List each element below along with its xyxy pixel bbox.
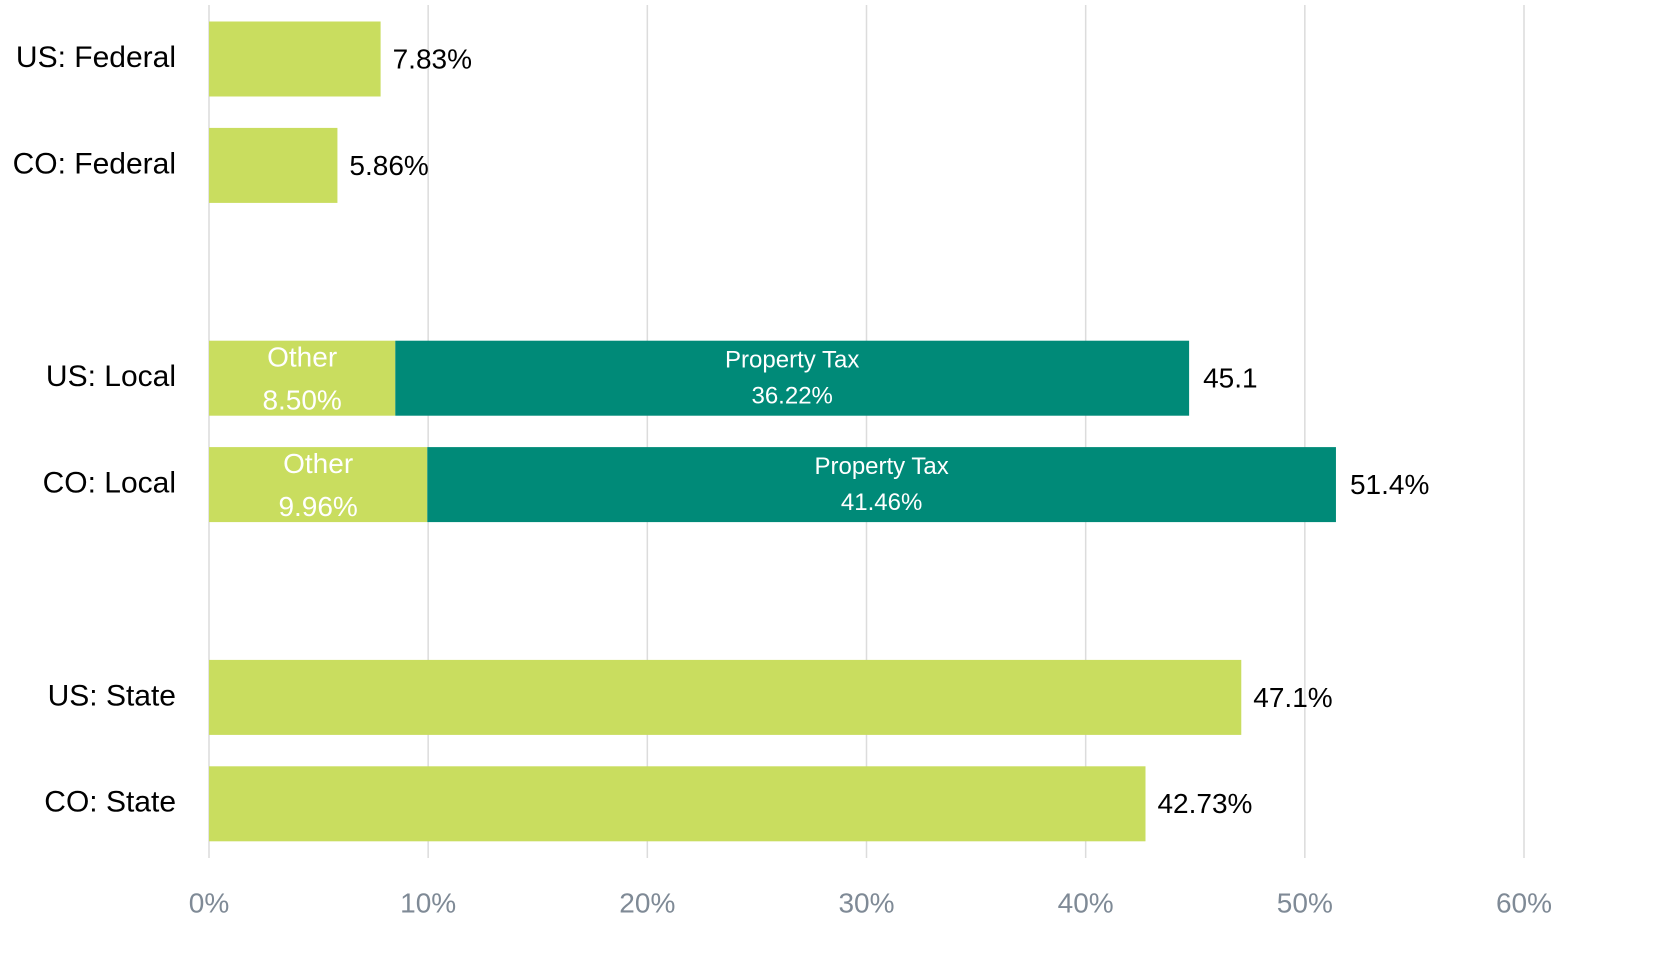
category-label: CO: Federal (13, 147, 176, 180)
x-tick-label: 20% (619, 887, 675, 918)
x-tick-label: 10% (400, 887, 456, 918)
x-tick-label: 30% (838, 887, 894, 918)
bar-segment (209, 447, 428, 523)
category-label: US: Federal (16, 41, 176, 74)
total-label: 51.4% (1350, 469, 1429, 500)
value-label: 47.1% (1253, 682, 1332, 713)
segment-name: Property Tax (725, 347, 859, 374)
bar-segment (209, 21, 381, 97)
category-label: CO: State (44, 786, 176, 819)
bar-segment (395, 340, 1190, 416)
value-label: 42.73% (1157, 788, 1252, 819)
value-label: 41.46% (841, 489, 922, 516)
bar-segment (209, 127, 338, 203)
bar-segment (427, 447, 1336, 523)
x-tick-label: 50% (1277, 887, 1333, 918)
value-label: 5.86% (349, 150, 428, 181)
total-label: 45.1 (1203, 363, 1258, 394)
bar-segment (209, 766, 1146, 842)
value-label: 7.83% (393, 43, 472, 74)
category-label: CO: Local (43, 467, 176, 500)
bar-segment (209, 340, 396, 416)
value-label: 36.22% (751, 383, 832, 410)
bar-segment (209, 659, 1242, 735)
category-label: US: Local (46, 360, 176, 393)
x-tick-label: 60% (1496, 887, 1552, 918)
category-label: US: State (48, 679, 176, 712)
segment-name: Other (267, 342, 337, 373)
x-tick-label: 0% (189, 887, 229, 918)
value-label: 9.96% (278, 491, 357, 522)
x-tick-label: 40% (1058, 887, 1114, 918)
segment-name: Other (283, 448, 353, 479)
value-label: 8.50% (262, 385, 341, 416)
segment-name: Property Tax (814, 453, 948, 480)
